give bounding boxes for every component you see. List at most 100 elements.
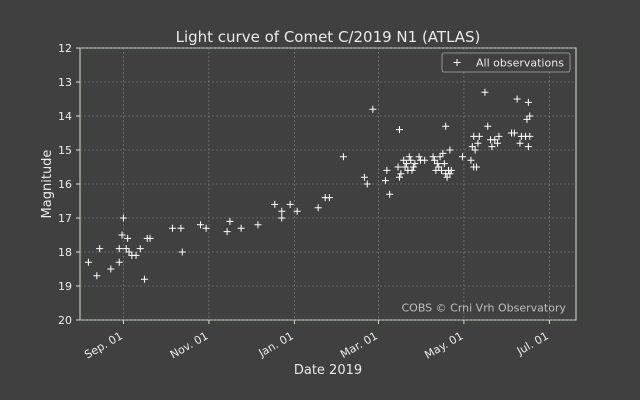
data-point [471,146,479,154]
x-tick-label: May. 01 [422,329,465,361]
data-point [386,190,394,198]
data-point [447,166,455,174]
chart-title: Light curve of Comet C/2019 N1 (ATLAS) [176,28,481,46]
data-point [395,126,403,134]
data-point [93,272,101,280]
grid-lines [80,47,576,321]
y-tick-label: 17 [58,212,72,225]
y-axis-ticks: 12 13 14 15 16 17 18 19 20 [58,42,80,327]
data-point [437,166,445,174]
data-point [408,166,416,174]
data-point [440,160,448,168]
data-point [459,153,467,161]
data-point [407,156,415,164]
data-point [96,245,104,253]
data-point [293,207,301,215]
legend-marker [453,59,461,66]
data-point [360,173,368,181]
y-tick-label: 13 [58,76,72,89]
data-point [474,139,482,147]
y-tick-label: 20 [58,314,72,327]
credit-annotation: COBS © Crni Vrh Observatory [401,302,566,315]
data-point [467,156,475,164]
legend: All observations [441,52,571,73]
data-point [118,231,126,239]
data-point [226,217,234,225]
data-point [524,98,532,106]
data-point [495,132,503,140]
data-point [516,139,524,147]
x-tick-label: Mar. 01 [338,329,380,361]
data-point [494,139,502,147]
y-tick-label: 16 [58,178,72,191]
data-point [526,112,534,120]
data-point [278,207,286,215]
y-tick-label: 12 [58,42,72,55]
data-point [271,200,279,208]
data-point [421,156,429,164]
data-point [484,122,492,130]
data-point [168,224,176,232]
legend-box [441,52,571,73]
data-point [405,153,413,161]
data-point [409,163,417,171]
data-point [488,143,496,151]
data-point [446,170,454,178]
data-point [107,265,115,273]
data-point [84,258,92,266]
y-tick-label: 14 [58,110,72,123]
data-point [381,177,389,185]
data-point [237,224,245,232]
data-point [439,149,447,157]
x-tick-label: Sep. 01 [82,329,125,361]
data-point [397,170,405,178]
data-point [202,224,210,232]
data-point [254,221,262,229]
data-point [429,153,437,161]
data-point [526,132,534,140]
legend-plus-marker [453,59,461,66]
legend-label-all-observations: All observations [476,57,564,70]
data-point [325,194,333,202]
data-point [124,234,132,242]
data-point [363,180,371,188]
x-tick-label: Jul. 01 [514,329,551,358]
data-point [178,248,186,256]
data-point [433,160,441,168]
data-point [369,105,377,113]
data-point [510,129,518,137]
y-tick-label: 19 [58,280,72,293]
data-point [196,221,204,229]
data-point [446,146,454,154]
data-point [146,234,154,242]
data-point [286,200,294,208]
data-point [513,95,521,103]
data-point [314,204,322,212]
x-tick-label: Jan. 01 [256,329,296,360]
data-point [177,224,185,232]
y-tick-label: 18 [58,246,72,259]
x-tick-label: Nov. 01 [168,329,211,361]
data-point [442,122,450,130]
data-point [394,163,402,171]
data-point [473,163,481,171]
x-axis-ticks: Sep. 01 Nov. 01 Jan. 01 Mar. 01 May. 01 Jul. … [82,320,551,362]
data-point [524,143,532,151]
x-axis-label: Date 2019 [294,363,362,378]
data-point [383,166,391,174]
data-points [84,88,534,283]
data-point [119,214,127,222]
data-point [395,173,403,181]
data-point [481,88,489,96]
data-point [223,228,231,236]
data-point [115,245,123,253]
data-point [140,275,148,283]
y-axis-label: Magnitude [40,150,55,219]
data-point [339,153,347,161]
data-point [475,132,483,140]
data-point [136,245,144,253]
data-point [115,258,123,266]
data-point [411,160,419,168]
data-point [415,153,423,161]
data-point [278,214,286,222]
